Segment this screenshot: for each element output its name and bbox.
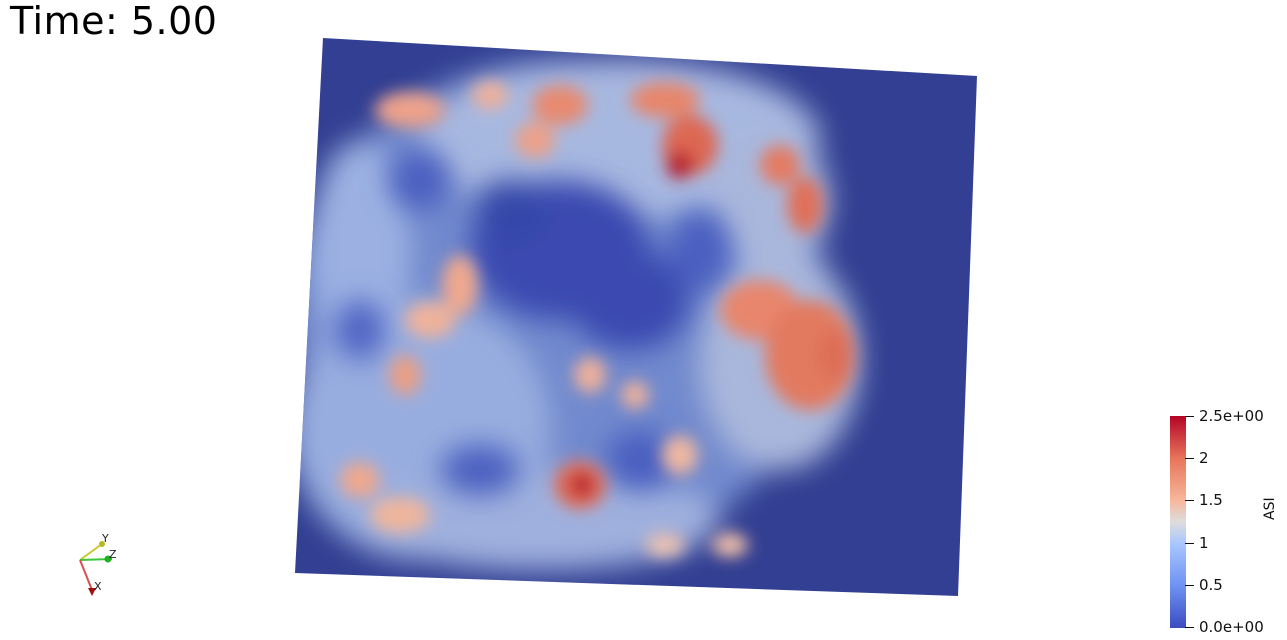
axis-x-label: X bbox=[94, 580, 102, 593]
colorbar-tick-label: 1 bbox=[1199, 534, 1209, 552]
field-high-layer bbox=[340, 81, 855, 557]
colorbar-title: ASI bbox=[1262, 497, 1278, 520]
colorbar-tick bbox=[1185, 543, 1194, 544]
colorbar-tick bbox=[1185, 585, 1194, 586]
orientation-axes-widget: Y Z X bbox=[79, 532, 117, 596]
colorbar-tick-label: 2.5e+00 bbox=[1199, 407, 1264, 425]
axis-y-label: Y bbox=[101, 532, 109, 545]
colorbar-tick bbox=[1185, 627, 1194, 628]
axis-z-label: Z bbox=[109, 548, 117, 561]
colorbar-tick-label: 1.5 bbox=[1199, 491, 1223, 509]
colorbar-tick bbox=[1185, 416, 1194, 417]
time-annotation: Time: 5.00 bbox=[10, 0, 218, 43]
colorbar-tick bbox=[1185, 458, 1194, 459]
field-low-layer bbox=[335, 150, 730, 495]
colorbar-tick-label: 2 bbox=[1199, 449, 1209, 467]
colorbar bbox=[1170, 416, 1186, 628]
colorbar-tick-label: 0.0e+00 bbox=[1199, 618, 1264, 636]
colorbar-tick bbox=[1185, 500, 1194, 501]
colorbar-tick-label: 0.5 bbox=[1199, 576, 1223, 594]
